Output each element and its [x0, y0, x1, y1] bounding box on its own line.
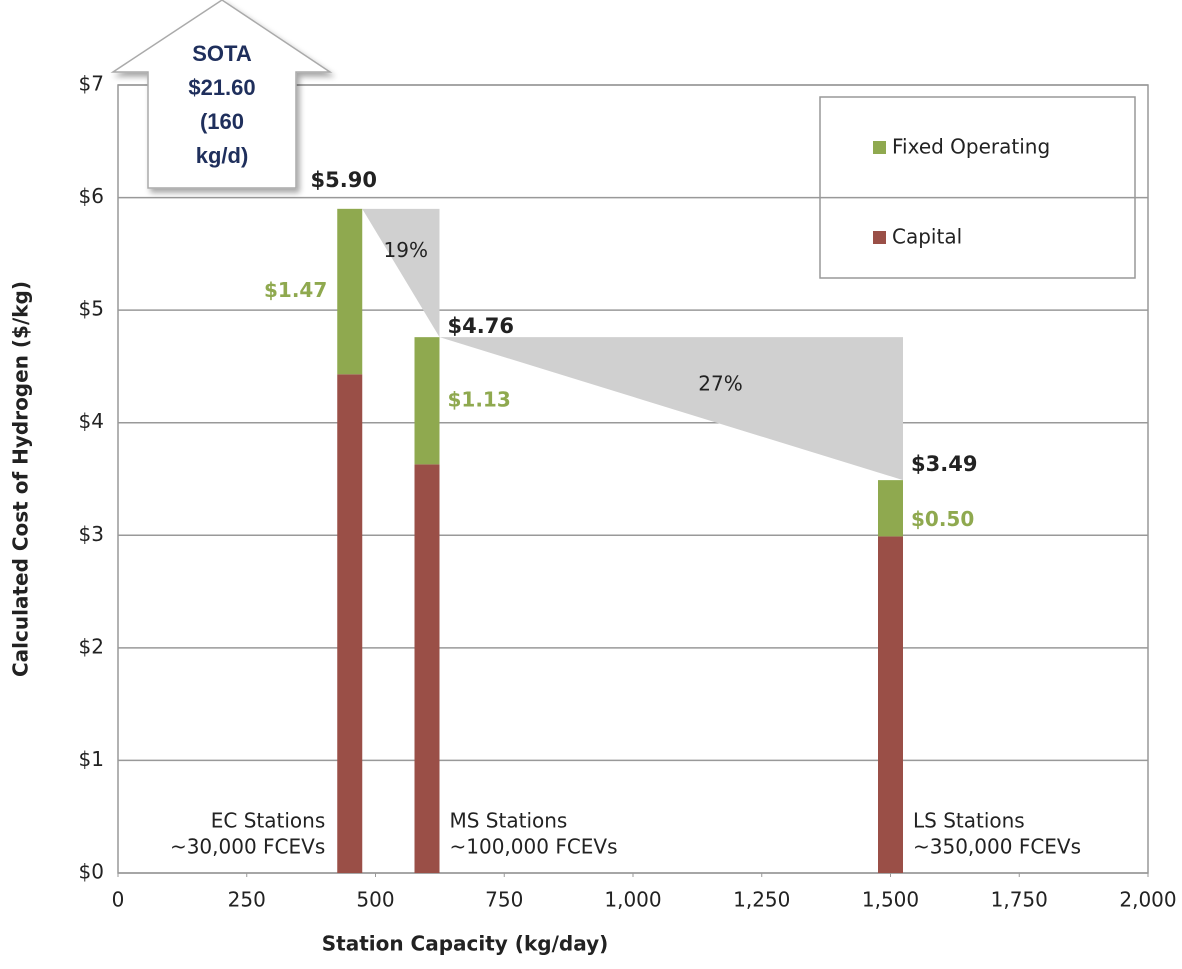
x-tick-label: 2,000 — [1119, 888, 1176, 912]
bar-segment — [878, 536, 903, 873]
legend-box — [819, 96, 1136, 279]
x-tick-label: 1,250 — [733, 888, 790, 912]
category-label: EC Stations — [211, 809, 325, 833]
callout-text: $21.60 — [188, 75, 255, 100]
legend-swatch — [873, 141, 886, 154]
bar-segment — [878, 480, 903, 537]
category-label: ~30,000 FCEVs — [170, 835, 325, 859]
category-label: LS Stations — [913, 809, 1025, 833]
x-tick-label: 500 — [356, 888, 394, 912]
bar-segment — [337, 374, 363, 873]
callout-text: SOTA — [192, 41, 252, 66]
segment-label: $1.13 — [448, 387, 511, 411]
x-tick-label: 250 — [228, 888, 266, 912]
callout — [110, 0, 333, 189]
reduction-wedge — [439, 337, 903, 481]
category-label: ~100,000 FCEVs — [450, 835, 618, 859]
legend-label: Capital — [892, 225, 962, 249]
y-tick-label: $3 — [79, 522, 104, 546]
y-tick-label: $6 — [79, 184, 104, 208]
segment-label: $1.47 — [264, 278, 327, 302]
reduction-label: 27% — [698, 371, 742, 395]
category-label: ~350,000 FCEVs — [913, 835, 1081, 859]
total-label: $4.76 — [448, 314, 514, 338]
bar-segment — [414, 337, 440, 465]
y-tick-label: $1 — [79, 747, 104, 771]
reduction-wedge — [362, 208, 440, 338]
x-tick-label: 1,750 — [991, 888, 1048, 912]
callout-arrow — [110, 0, 333, 189]
marks — [118, 84, 1148, 874]
y-tick-label: $5 — [79, 297, 104, 321]
callout-text: (160 — [200, 109, 244, 134]
x-axis-title: Station Capacity (kg/day) — [322, 932, 609, 956]
bar-segment — [337, 208, 363, 375]
bar-segment — [414, 464, 440, 873]
segment-label: $0.50 — [911, 507, 974, 531]
x-tick-label: 1,000 — [604, 888, 661, 912]
y-tick-label: $7 — [79, 72, 104, 96]
total-label: $3.49 — [911, 452, 977, 476]
legend-label: Fixed Operating — [892, 135, 1050, 159]
x-tick-label: 0 — [112, 888, 125, 912]
y-tick-label: $0 — [79, 860, 104, 884]
reduction-label: 19% — [384, 238, 428, 262]
y-tick-label: $4 — [79, 409, 104, 433]
callout-text: kg/d) — [196, 143, 249, 168]
legend-swatch — [873, 231, 886, 244]
x-tick-label: 750 — [485, 888, 523, 912]
y-axis-title: Calculated Cost of Hydrogen ($/kg) — [9, 281, 33, 677]
y-tick-label: $2 — [79, 634, 104, 658]
category-label: MS Stations — [450, 809, 568, 833]
total-label: $5.90 — [311, 168, 377, 192]
x-tick-label: 1,500 — [862, 888, 919, 912]
